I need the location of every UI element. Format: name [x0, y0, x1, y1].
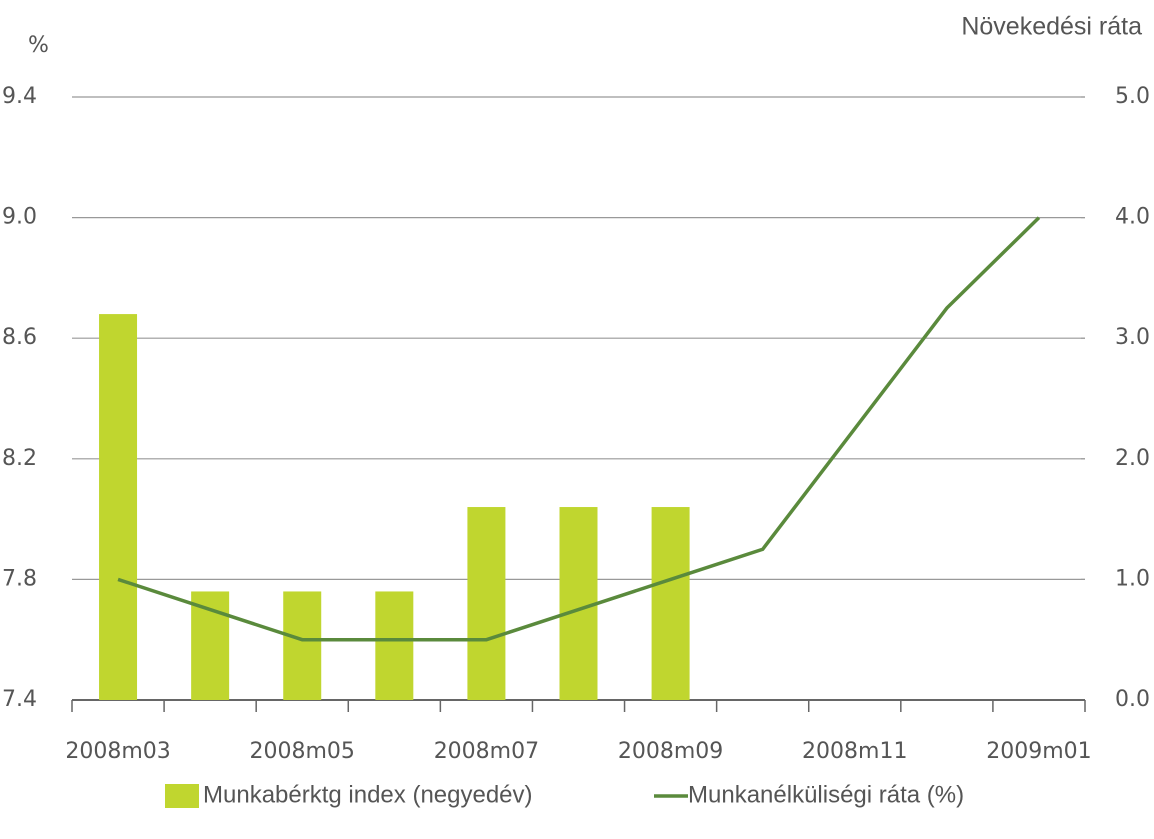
x-tick-label: 2008m03	[65, 739, 170, 764]
y2-tick-label: 5.0	[1115, 84, 1150, 109]
bar	[375, 591, 414, 700]
x-tick-label: 2008m07	[434, 739, 539, 764]
y-tick-label: 9.4	[2, 84, 37, 109]
x-tick-label: 2008m05	[250, 739, 355, 764]
y-tick-label: 8.2	[2, 446, 37, 471]
line	[117, 216, 1041, 642]
y-tick-label: 8.6	[2, 325, 37, 350]
y2-tick-label: 4.0	[1115, 205, 1150, 230]
bar	[559, 507, 598, 700]
bar	[651, 507, 690, 700]
bar	[99, 314, 138, 700]
x-tick-label: 2008m09	[618, 739, 723, 764]
y2-axis-label: Növekedési ráta	[961, 13, 1142, 41]
x-tick-label: 2009m01	[986, 739, 1091, 764]
y2-tick-label: 1.0	[1115, 566, 1150, 591]
y-tick-label: 7.4	[2, 687, 37, 712]
y-tick-label: 9.0	[2, 205, 37, 230]
bar	[283, 591, 322, 700]
y2-tick-label: 0.0	[1115, 687, 1150, 712]
legend-label: Munkabérktg index (negyedév)	[203, 781, 533, 808]
y2-tick-label: 3.0	[1115, 325, 1150, 350]
y-tick-label: 7.8	[2, 566, 37, 591]
legend-swatch	[165, 784, 199, 808]
y2-tick-label: 2.0	[1115, 446, 1150, 471]
y-axis-label: %	[28, 33, 49, 58]
bar	[467, 507, 506, 700]
x-tick-label: 2008m11	[802, 739, 907, 764]
legend-label: Munkanélküliségi ráta (%)	[688, 781, 964, 808]
